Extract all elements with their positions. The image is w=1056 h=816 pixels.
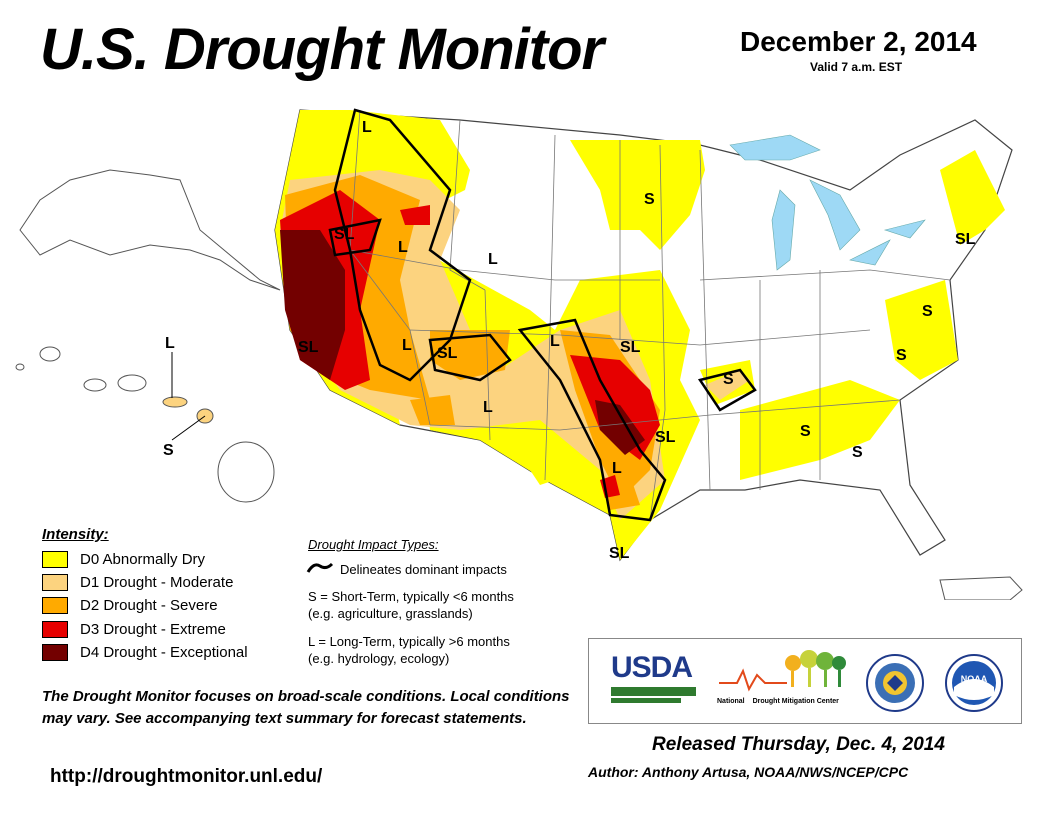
usda-logo-text: USDA — [611, 651, 693, 684]
hawaii-leaders — [171, 352, 206, 441]
legend-swatch — [42, 573, 68, 591]
impact-long-term-example: (e.g. hydrology, ecology) — [308, 651, 450, 666]
impact-boundaries — [328, 108, 757, 522]
ndmc-logo-graphic — [719, 650, 846, 692]
website-link[interactable]: http://droughtmonitor.unl.edu/ — [50, 766, 323, 787]
label-nv-l: L — [398, 239, 408, 256]
author-credit: Author: Anthony Artusa, NOAA/NWS/NCEP/CP… — [588, 764, 909, 780]
noaa-logo: NOAA — [945, 654, 1003, 712]
doc-seal-logo — [866, 654, 924, 712]
valid-time: Valid 7 a.m. EST — [810, 60, 903, 74]
impact-labels: L SL L L S SL SL L SL L SL S L SL L S SL… — [163, 119, 976, 562]
impact-short-term: S = Short-Term, typically <6 months — [308, 589, 514, 604]
impact-line-icon — [306, 562, 334, 573]
legend-item-d0: D0 Abnormally Dry — [42, 549, 205, 569]
label-al-s: S — [800, 423, 811, 440]
label-wy-l: L — [488, 251, 498, 268]
legend-label: D2 Drought - Severe — [80, 596, 218, 614]
disclaimer-text: The Drought Monitor focuses on broad-sca… — [42, 688, 570, 727]
hawaii-shape — [15, 346, 275, 503]
label-id-l: L — [362, 119, 372, 136]
legend-label: D0 Abnormally Dry — [80, 550, 206, 568]
label-ut-l: L — [402, 337, 412, 354]
legend-label: D3 Drought - Extreme — [80, 620, 226, 638]
legend-title: Intensity: — [42, 526, 109, 543]
label-dakota-s: S — [644, 191, 655, 208]
release-date: Released Thursday, Dec. 4, 2014 — [652, 734, 945, 755]
impact-short-term-example: (e.g. agriculture, grasslands) — [308, 606, 473, 621]
legend-item-d4: D4 Drought - Exceptional — [42, 642, 248, 662]
label-ca-sl: SL — [298, 339, 319, 356]
ndmc-logo: National Drought Mitigation Center — [717, 645, 847, 715]
label-nv-sl: SL — [437, 345, 458, 362]
label-hi-s: S — [163, 442, 174, 459]
legend-item-d1: D1 Drought - Moderate — [42, 572, 233, 592]
label-hi-l: L — [165, 335, 175, 352]
legend-swatch — [42, 596, 68, 614]
drought-map: L SL L L S SL SL L SL L SL S L SL L S SL… — [15, 108, 1023, 600]
puerto-rico-shape — [939, 576, 1023, 600]
label-ga-s: S — [852, 444, 863, 461]
label-tx-coast-sl: SL — [609, 545, 630, 562]
legend-item-d3: D3 Drought - Extreme — [42, 619, 226, 639]
state-borders — [349, 109, 951, 521]
partner-logos: USDA National Drought Mitigation Center — [588, 638, 1022, 724]
label-nm-l: L — [483, 399, 493, 416]
map-date: December 2, 2014 — [740, 26, 977, 57]
noaa-logo-text: NOAA — [961, 674, 988, 684]
usda-logo: USDA — [611, 651, 696, 703]
label-or-sl: SL — [334, 226, 355, 243]
legend-item-d2: D2 Drought - Severe — [42, 595, 218, 615]
d4-areas — [280, 230, 645, 455]
label-co-l: L — [550, 333, 560, 350]
label-ks-sl: SL — [620, 339, 641, 356]
label-ok-sl: SL — [655, 429, 676, 446]
label-mo-s: S — [723, 371, 734, 388]
alaska-shape — [19, 169, 281, 291]
label-va-s: S — [922, 303, 933, 320]
legend-label: D1 Drought - Moderate — [80, 573, 234, 591]
page-title: U.S. Drought Monitor — [40, 17, 604, 82]
label-tx-l: L — [612, 460, 622, 477]
legend-swatch — [42, 620, 68, 638]
legend-label: D4 Drought - Exceptional — [80, 643, 248, 661]
impact-long-term: L = Long-Term, typically >6 months — [308, 634, 510, 649]
ndmc-logo-text: National Drought Mitigation Center — [717, 698, 839, 705]
impact-delineates: Delineates dominant impacts — [340, 562, 507, 577]
label-ne-sl: SL — [955, 231, 976, 248]
legend-swatch — [42, 643, 68, 661]
great-lakes — [729, 134, 926, 271]
impact-types-title: Drought Impact Types: — [308, 537, 439, 552]
legend-swatch — [42, 550, 68, 568]
label-nc-s: S — [896, 347, 907, 364]
